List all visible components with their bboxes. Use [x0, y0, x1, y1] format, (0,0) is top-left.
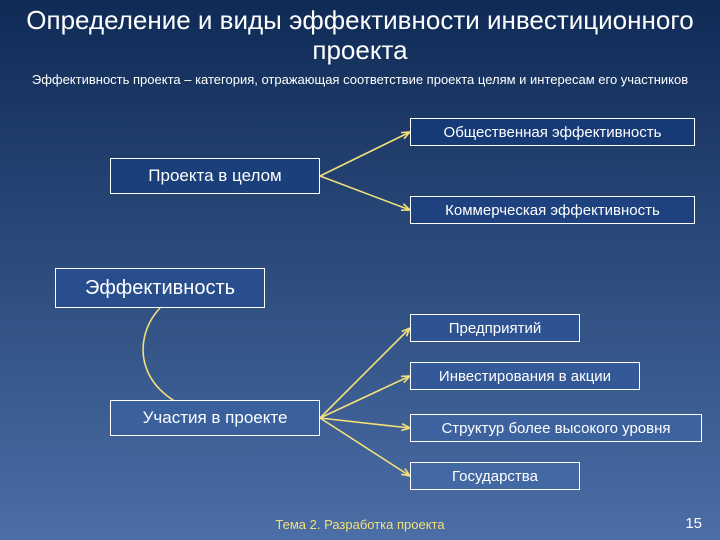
diagram-box-b2: Общественная эффективность: [410, 118, 695, 146]
slide-content: Определение и виды эффективности инвести…: [0, 0, 720, 540]
slide-title: Определение и виды эффективности инвести…: [0, 6, 720, 66]
diagram-box-b4: Эффективность: [55, 268, 265, 308]
diagram-box-b9: Государства: [410, 462, 580, 490]
footer-theme: Тема 2. Разработка проекта: [0, 517, 720, 532]
diagram-box-b3: Коммерческая эффективность: [410, 196, 695, 224]
diagram-box-b1: Проекта в целом: [110, 158, 320, 194]
slide-subtitle: Эффективность проекта – категория, отраж…: [0, 72, 720, 88]
footer-page-number: 15: [685, 515, 702, 532]
diagram-box-b7: Инвестирования в акции: [410, 362, 640, 390]
diagram-box-b8: Структур более высокого уровня: [410, 414, 702, 442]
diagram-box-b5: Участия в проекте: [110, 400, 320, 436]
diagram-box-b6: Предприятий: [410, 314, 580, 342]
